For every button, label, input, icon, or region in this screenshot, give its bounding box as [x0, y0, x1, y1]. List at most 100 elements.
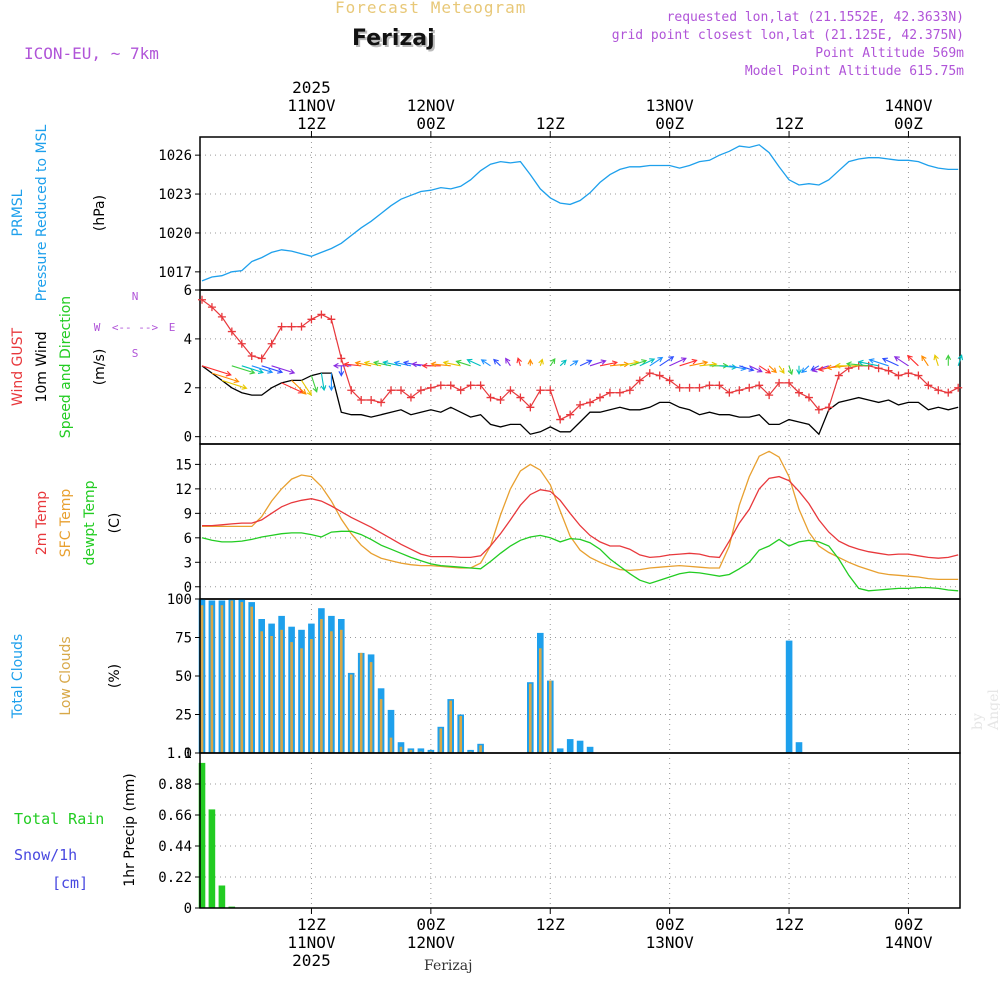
gust-marker [446, 381, 455, 390]
rain-bar [198, 762, 206, 908]
top-time-label: 12NOV [407, 96, 456, 115]
low-cloud-bar [399, 746, 403, 753]
gust-marker [735, 386, 744, 395]
total-cloud-bar [576, 740, 584, 753]
gust-marker [357, 396, 366, 404]
gust-marker [884, 366, 893, 375]
gust-marker [635, 376, 644, 385]
wind-direction-arrow [881, 357, 899, 367]
y-tick-label: 0 [184, 746, 192, 762]
low-cloud-bar [260, 631, 263, 753]
low-cloud-bar [280, 629, 283, 753]
wind-gust-label: Wind GUST [10, 327, 26, 406]
y-tick-label: 9 [184, 506, 192, 522]
low-cloud-bar [449, 700, 452, 753]
gust-marker [486, 393, 495, 402]
bottom-time-label: 12NOV [407, 933, 456, 952]
total-cloud-bar [785, 640, 793, 753]
requested-coordinates: requested lon,lat (21.1552E, 42.3633N) [666, 10, 964, 25]
low-cloud-bar [479, 745, 482, 753]
top-time-label: 14NOV [884, 96, 933, 115]
low-cloud-bar [220, 605, 224, 753]
wind-direction-arrow [310, 375, 319, 393]
y-tick-label: 0 [184, 580, 192, 596]
wind-direction-arrow [689, 360, 709, 367]
2m-temp-line [202, 475, 959, 559]
wind-direction-arrow [933, 354, 939, 366]
wind-direction-arrow [589, 359, 607, 367]
bottom-time-label: 00Z [894, 915, 923, 934]
gust-marker [775, 378, 784, 387]
wind-direction-arrow [679, 358, 698, 367]
wind-direction-arrow [211, 372, 240, 384]
top-time-label: 13NOV [646, 96, 695, 115]
low-cloud-bar [389, 737, 393, 753]
low-cloud-bar [240, 602, 244, 753]
low-cloud-bar [300, 648, 303, 753]
gust-marker [436, 381, 445, 390]
low-cloud-bar [529, 683, 532, 753]
low-cloud-bar [270, 636, 273, 753]
gust-marker [456, 386, 465, 395]
wind-direction-arrow [758, 365, 772, 374]
gust-marker [247, 352, 256, 360]
gust-marker [725, 388, 734, 397]
total-cloud-bar [556, 748, 564, 753]
wind-direction-arrow [801, 365, 810, 374]
clouds-unit: (%) [107, 664, 123, 688]
pressure-label-prmsl: PRMSL [10, 189, 26, 236]
compass-south: S [132, 347, 139, 360]
wind-direction-arrow [893, 356, 909, 367]
wind-direction-arrow [579, 359, 593, 367]
compass-east: E [169, 321, 176, 334]
gust-marker [367, 396, 376, 404]
gust-marker [556, 415, 565, 424]
y-tick-label: 1020 [158, 226, 192, 242]
y-tick-label: 6 [184, 531, 192, 547]
gust-marker [516, 393, 525, 402]
gust-marker [466, 381, 475, 390]
grid-point-coordinates: grid point closest lon,lat (21.125E, 42.… [611, 28, 964, 43]
gust-marker [924, 381, 933, 390]
top-time-label: 12Z [297, 114, 326, 133]
low-cloud-bar [210, 605, 214, 753]
wind-direction-arrow [906, 354, 919, 367]
y-tick-label: 0 [184, 430, 192, 446]
wind-direction-arrow [301, 380, 312, 397]
y-tick-label: 0.44 [158, 839, 192, 855]
wind-direction-arrow [516, 357, 522, 366]
y-tick-label: 12 [175, 482, 192, 498]
gust-marker [665, 376, 674, 385]
gust-marker [804, 393, 813, 402]
temp-dewpt-label: dewpt Temp [82, 480, 98, 565]
wind-direction-arrow [430, 361, 451, 368]
gust-marker [526, 403, 535, 412]
low-cloud-bar [349, 674, 353, 753]
y-tick-label: 1017 [158, 265, 192, 281]
wind-direction-arrow [787, 365, 794, 376]
wind-direction-arrow [659, 356, 675, 367]
gust-marker [307, 315, 316, 324]
wind-direction-arrow [857, 359, 879, 367]
gust-marker [586, 398, 595, 407]
precip-rain-legend: Total Rain [14, 810, 104, 828]
rain-bar [208, 809, 216, 908]
gust-marker [506, 386, 515, 395]
gust-marker [745, 383, 754, 392]
gust-marker [615, 388, 624, 397]
gust-marker [625, 386, 634, 395]
footer-station-name: Ferizaj [424, 958, 473, 974]
bottom-time-label: 12Z [297, 915, 326, 934]
dewpt-temp-line [201, 530, 959, 592]
gust-marker [596, 393, 604, 402]
top-time-label: 12Z [536, 114, 565, 133]
wind-direction-arrow [639, 358, 656, 367]
wind-speed-direction-label: Speed and Direction [58, 296, 74, 438]
precip-snow-legend: Snow/1h [14, 846, 77, 864]
y-tick-label: 1026 [158, 148, 192, 164]
wind-speed-line [201, 365, 959, 436]
temp-2m-label: 2m Temp [34, 491, 50, 555]
pressure-line [201, 144, 959, 282]
wind-direction-arrow [619, 360, 640, 367]
sfc-temp-line [202, 450, 959, 581]
